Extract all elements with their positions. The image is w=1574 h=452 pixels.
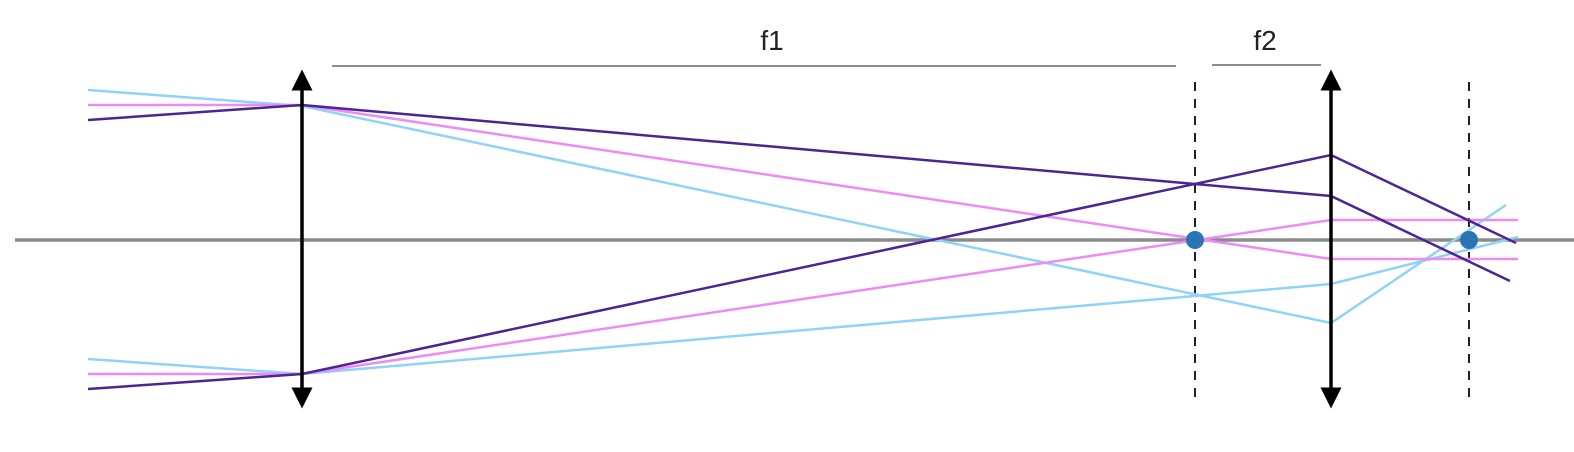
ray-middle-bottom bbox=[88, 218, 1518, 376]
ray-outer-top bbox=[87, 88, 1507, 325]
ray-inner-top bbox=[87, 103, 1511, 283]
focal-point-1 bbox=[1186, 231, 1204, 249]
ray-inner-bottom bbox=[87, 153, 1517, 391]
f2-label: f2 bbox=[1253, 25, 1276, 56]
rays-inner bbox=[87, 103, 1517, 391]
ray-outer-bottom bbox=[87, 235, 1519, 376]
rays-outer bbox=[87, 88, 1519, 376]
rays-middle bbox=[88, 103, 1518, 376]
ray-middle-top bbox=[88, 103, 1518, 261]
focal-point-2 bbox=[1460, 231, 1478, 249]
f1-label: f1 bbox=[760, 25, 783, 56]
